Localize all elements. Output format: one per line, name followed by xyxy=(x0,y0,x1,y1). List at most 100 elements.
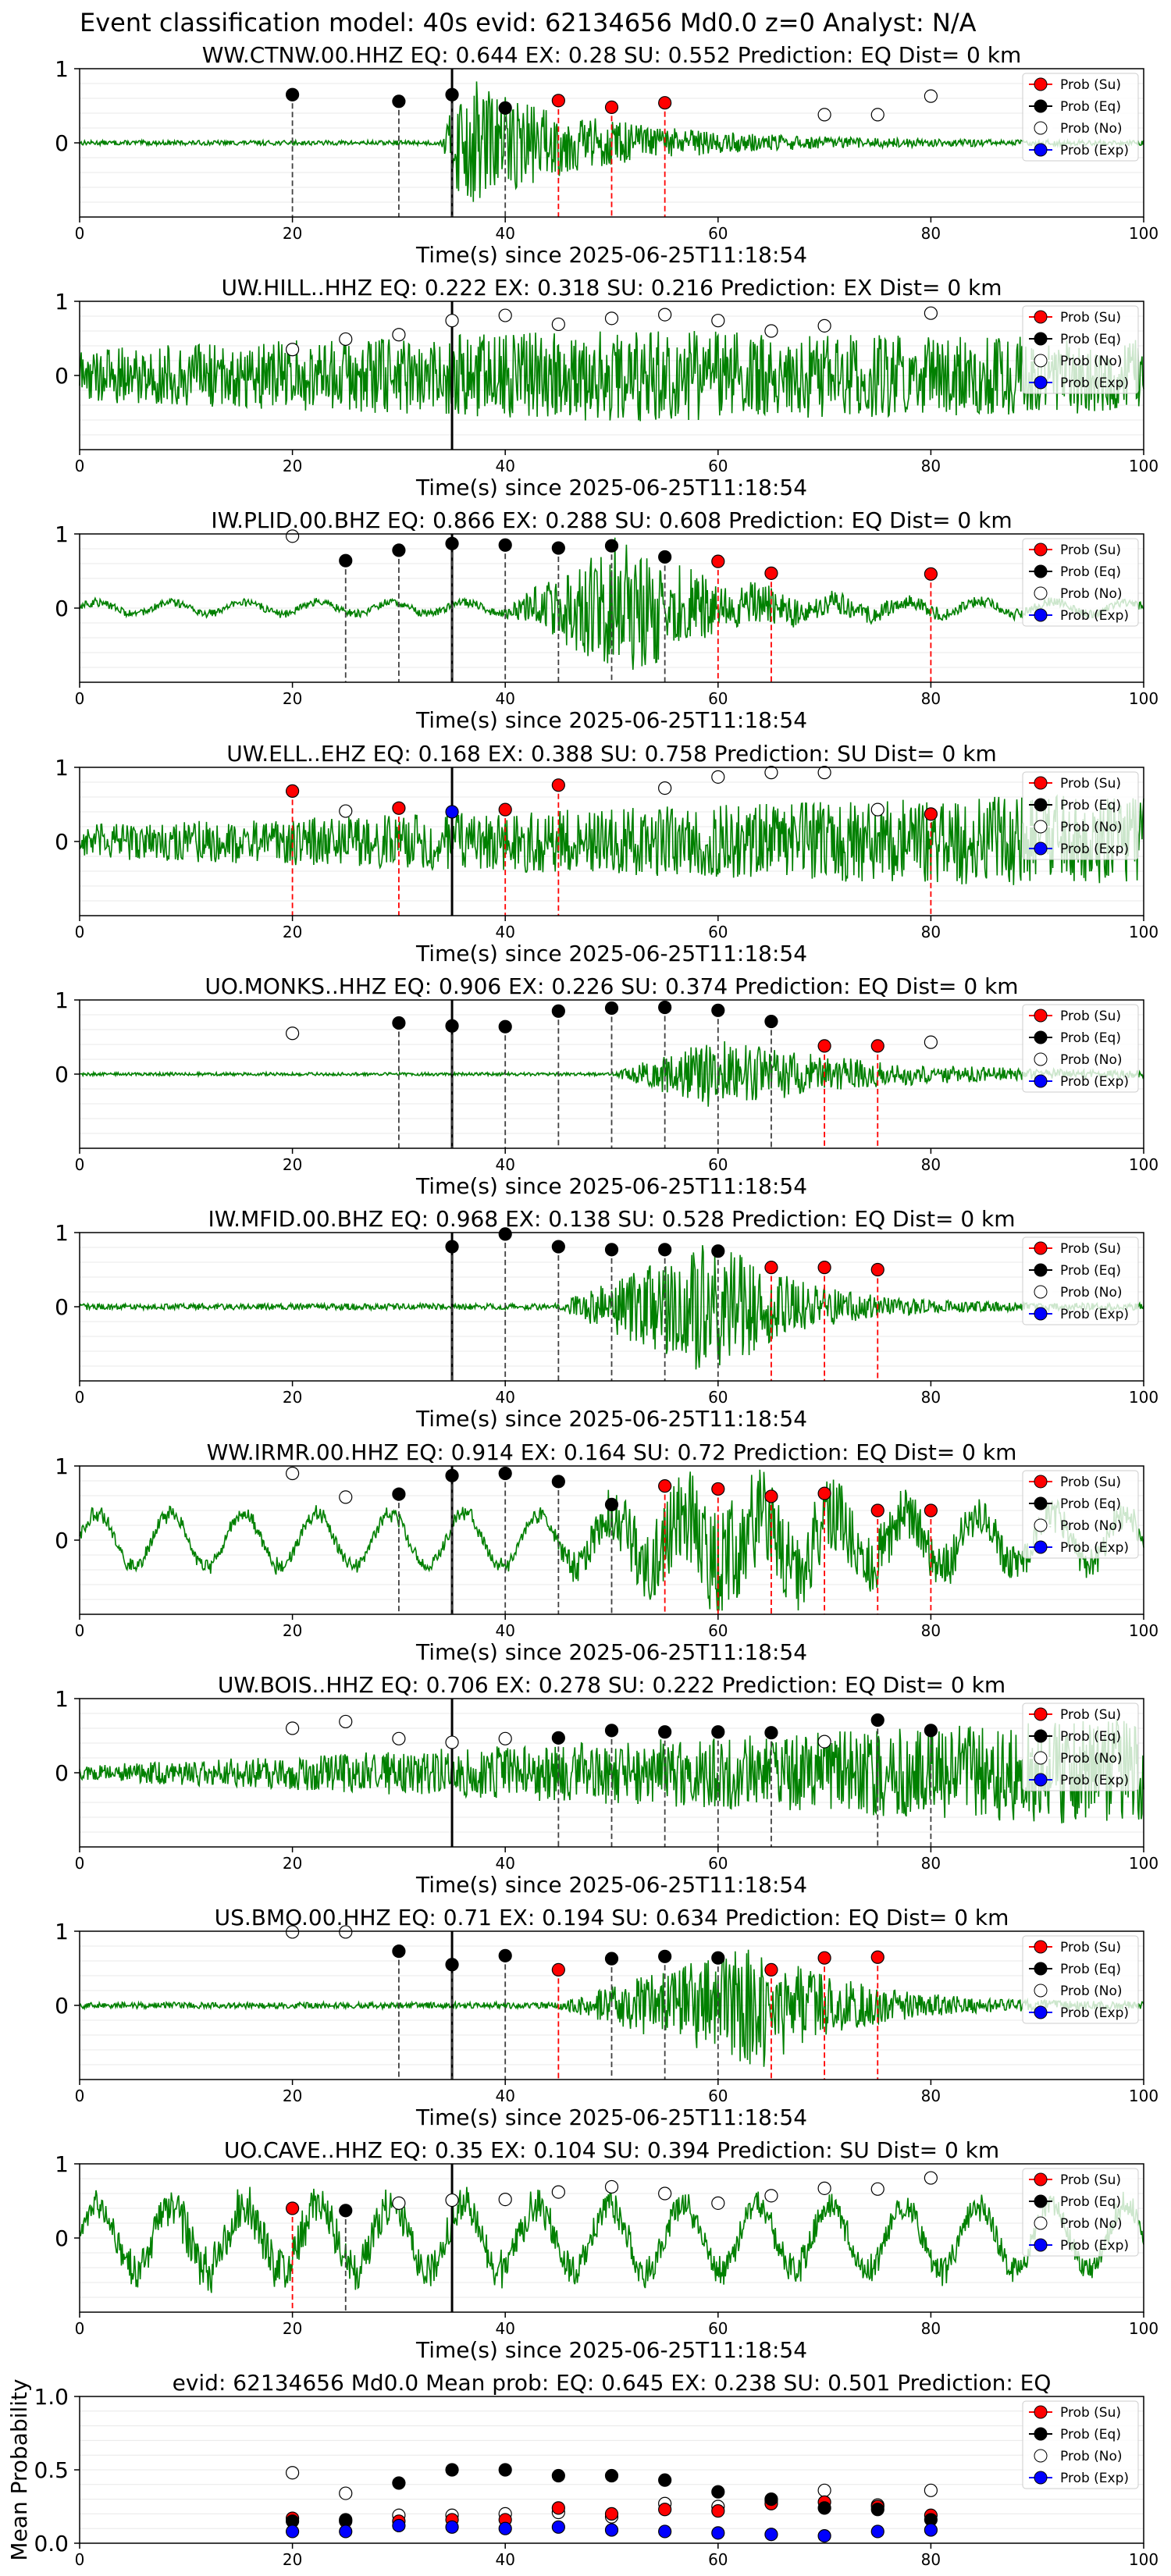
legend-marker-no xyxy=(1034,2216,1048,2230)
prob-point-su xyxy=(498,802,512,817)
prob-point-no xyxy=(924,2171,938,2185)
legend-label-eq: Prob (Eq) xyxy=(1060,99,1121,115)
y-tick-label: 0 xyxy=(55,130,69,156)
x-axis-label: Time(s) since 2025-06-25T11:18:54 xyxy=(415,475,807,500)
legend-marker-eq xyxy=(1034,1263,1048,1277)
x-tick-label: 60 xyxy=(708,224,728,243)
y-tick-label: 1 xyxy=(55,1919,69,1944)
legend-label-exp: Prob (Exp) xyxy=(1060,375,1129,391)
prob-point-no xyxy=(711,770,725,784)
mean-prob-point-eq xyxy=(764,2492,778,2507)
legend-label-no: Prob (No) xyxy=(1060,1052,1123,1068)
x-axis-label: Time(s) since 2025-06-25T11:18:54 xyxy=(415,242,807,268)
x-tick-label: 0 xyxy=(75,1155,85,1174)
prob-point-no xyxy=(764,324,778,338)
prob-point-no xyxy=(658,308,672,322)
y-tick-label: 1 xyxy=(55,1686,69,1712)
prob-point-eq xyxy=(604,539,619,553)
legend-box xyxy=(1022,2168,1139,2257)
prob-point-no xyxy=(924,1035,938,1049)
legend-marker-su xyxy=(1034,1940,1048,1954)
x-tick-label: 20 xyxy=(283,1388,302,1407)
y-tick-label: 0 xyxy=(55,363,69,389)
legend-marker-no xyxy=(1034,586,1048,600)
x-tick-label: 40 xyxy=(495,224,514,243)
x-tick-label: 60 xyxy=(708,923,728,941)
prob-point-su xyxy=(924,1503,938,1517)
legend-label-exp: Prob (Exp) xyxy=(1060,1773,1129,1788)
prob-point-eq xyxy=(604,1001,619,1016)
prob-point-no xyxy=(711,2196,725,2210)
legend-marker-no xyxy=(1034,2449,1048,2463)
prob-point-su xyxy=(764,1261,778,1275)
y-tick-label: 0 xyxy=(55,829,69,855)
legend-marker-exp xyxy=(1034,2238,1048,2252)
prob-point-exp xyxy=(445,805,459,819)
mean-prob-point-eq xyxy=(604,2468,619,2483)
prob-point-su xyxy=(604,100,619,114)
x-tick-label: 100 xyxy=(1129,689,1159,708)
x-axis-label: Time(s) since 2025-06-25T11:18:54 xyxy=(415,1639,807,1665)
prob-point-no xyxy=(339,1490,353,1504)
x-tick-label: 0 xyxy=(75,457,85,475)
x-tick-label: 40 xyxy=(495,1155,514,1174)
prob-point-no xyxy=(764,766,778,780)
prob-point-su xyxy=(658,1479,672,1493)
legend-label-exp: Prob (Exp) xyxy=(1060,2005,1129,2021)
x-tick-label: 20 xyxy=(283,1155,302,1174)
x-axis-label: Time(s) since 2025-06-25T11:18:54 xyxy=(415,2105,807,2130)
prob-point-no xyxy=(445,2193,459,2208)
x-tick-label: 20 xyxy=(283,224,302,243)
legend-label-eq: Prob (Eq) xyxy=(1060,1496,1121,1512)
y-tick-label: 1 xyxy=(55,521,69,547)
panel-title: evid: 62134656 Md0.0 Mean prob: EQ: 0.64… xyxy=(173,2370,1052,2396)
prob-point-no xyxy=(286,1026,300,1041)
prob-point-no xyxy=(392,328,406,342)
x-tick-label: 0 xyxy=(75,1388,85,1407)
legend-marker-eq xyxy=(1034,332,1048,346)
legend-marker-su xyxy=(1034,2405,1048,2419)
legend-marker-exp xyxy=(1034,1307,1048,1321)
x-tick-label: 100 xyxy=(1129,1621,1159,1640)
prob-point-eq xyxy=(658,1949,672,1963)
prob-point-su xyxy=(658,96,672,110)
prob-point-no xyxy=(286,1721,300,1735)
x-tick-label: 80 xyxy=(921,2550,941,2569)
x-tick-label: 100 xyxy=(1129,2319,1159,2338)
prob-point-eq xyxy=(445,1958,459,1972)
mean-prob-point-eq xyxy=(711,2485,725,2499)
prob-point-eq xyxy=(551,1475,565,1489)
legend-label-eq: Prob (Eq) xyxy=(1060,1030,1121,1046)
x-tick-label: 40 xyxy=(495,2087,514,2105)
x-tick-label: 100 xyxy=(1129,457,1159,475)
prob-point-eq xyxy=(711,1951,725,1965)
x-tick-label: 40 xyxy=(495,2550,514,2569)
mean-prob-point-eq xyxy=(551,2468,565,2483)
mean-prob-point-exp xyxy=(286,2524,300,2539)
prob-point-eq xyxy=(445,536,459,550)
summary-panel: evid: 62134656 Md0.0 Mean prob: EQ: 0.64… xyxy=(6,2370,1159,2569)
mean-prob-point-su xyxy=(551,2501,565,2515)
x-tick-label: 40 xyxy=(495,457,514,475)
legend-marker-eq xyxy=(1034,1729,1048,1743)
prob-point-no xyxy=(817,318,831,333)
legend-marker-su xyxy=(1034,1241,1048,1255)
mean-prob-point-exp xyxy=(498,2521,512,2535)
y-tick-label: 0 xyxy=(55,1062,69,1087)
legend-marker-su xyxy=(1034,2172,1048,2186)
prob-point-no xyxy=(445,1735,459,1749)
y-tick-label: 1.0 xyxy=(34,2384,69,2410)
legend-label-exp: Prob (Exp) xyxy=(1060,2471,1129,2486)
x-tick-label: 40 xyxy=(495,2319,514,2338)
legend-marker-no xyxy=(1034,1285,1048,1299)
x-tick-label: 60 xyxy=(708,689,728,708)
legend-box xyxy=(1022,538,1139,627)
mean-prob-point-no xyxy=(339,2486,353,2500)
prob-point-no xyxy=(339,804,353,818)
x-tick-label: 60 xyxy=(708,457,728,475)
legend-box xyxy=(1022,305,1139,394)
prob-point-no xyxy=(604,311,619,326)
legend-label-su: Prob (Su) xyxy=(1060,2172,1121,2188)
prob-point-eq xyxy=(604,1497,619,1512)
waveform-trace xyxy=(79,330,1144,422)
